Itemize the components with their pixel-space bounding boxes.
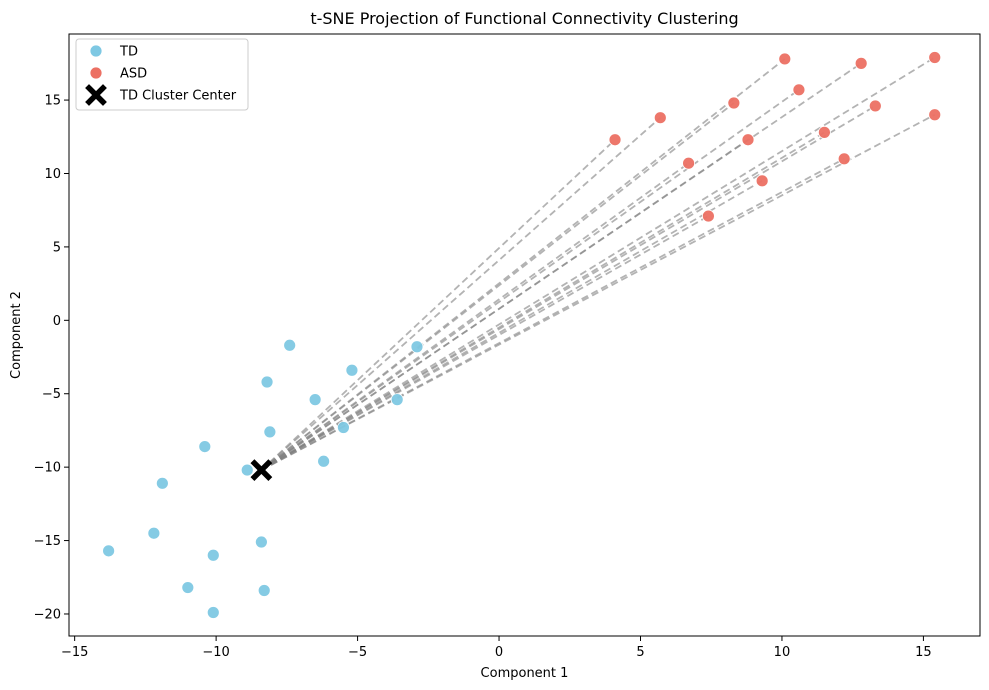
connection-line [260, 62, 862, 471]
chart-title: t-SNE Projection of Functional Connectiv… [310, 9, 738, 28]
x-tick-label: −10 [202, 645, 229, 660]
connection-line [260, 56, 936, 471]
td-point [257, 584, 271, 597]
points-layer [102, 51, 942, 619]
legend-label: ASD [120, 67, 147, 82]
connection-line [260, 102, 735, 471]
asd-point [778, 52, 792, 66]
td-point [198, 440, 212, 453]
td-cluster-center-marker [250, 459, 273, 481]
legend-marker-td-cluster-center [85, 84, 107, 106]
td-point [390, 393, 404, 407]
td-point [410, 340, 424, 354]
connection-line [260, 131, 825, 471]
connection-line [260, 117, 661, 471]
x-tick-label: 0 [495, 645, 503, 660]
asd-point [817, 125, 831, 139]
asd-point [792, 83, 806, 97]
asd-point [854, 56, 868, 70]
y-tick-label: 10 [44, 167, 61, 182]
asd-point [741, 133, 755, 147]
y-axis: −20 −15 −10 −5 0 5 10 15 [34, 94, 69, 622]
td-point [147, 526, 161, 540]
asd-point [928, 108, 942, 122]
plot-frame [68, 33, 981, 637]
connection-line [260, 162, 690, 471]
td-point [102, 544, 116, 558]
td-point [260, 375, 274, 389]
legend-label: TD Cluster Center [119, 89, 237, 104]
y-tick-label: −10 [34, 461, 61, 476]
legend-box [75, 38, 249, 111]
y-tick-label: −15 [34, 534, 61, 549]
x-axis-label: Component 1 [481, 666, 569, 681]
asd-point [701, 209, 715, 223]
x-tick-label: 10 [774, 645, 791, 660]
connection-line [260, 89, 800, 471]
connections-layer [260, 56, 936, 471]
td-point [206, 548, 220, 562]
y-axis-label: Component 2 [9, 291, 24, 379]
y-tick-label: 5 [53, 240, 61, 255]
td-point [155, 476, 169, 490]
y-tick-label: −20 [34, 607, 61, 622]
cluster-center-cross [250, 459, 273, 481]
x-axis: −15 −10 −5 0 5 10 15 [61, 636, 932, 660]
asd-point [928, 51, 942, 64]
td-point [345, 363, 359, 377]
x-tick-label: 5 [636, 645, 644, 660]
x-tick-label: −15 [61, 645, 88, 660]
td-point [254, 535, 268, 549]
td-point [317, 454, 331, 468]
x-tick-label: 15 [915, 645, 932, 660]
td-point [181, 581, 195, 594]
y-tick-label: 0 [53, 314, 61, 329]
connection-line [260, 158, 845, 471]
asd-point [653, 111, 667, 125]
legend-marker-td [89, 44, 103, 58]
connection-line [260, 180, 763, 471]
asd-point [608, 133, 622, 147]
td-point [263, 425, 277, 439]
legend: TD ASD TD Cluster Center [75, 38, 249, 111]
legend-label: TD [119, 45, 138, 60]
asd-point [727, 96, 741, 110]
asd-point [755, 174, 769, 188]
y-tick-label: −5 [42, 387, 61, 402]
td-point [206, 606, 220, 619]
x-tick-label: −5 [348, 645, 367, 660]
td-point [240, 463, 254, 477]
y-tick-label: 15 [44, 94, 61, 109]
td-point [337, 421, 350, 434]
td-point [308, 393, 322, 407]
connection-line [260, 215, 709, 471]
connection-line [260, 105, 876, 471]
asd-point [837, 152, 851, 166]
connection-line [260, 139, 616, 471]
cluster-center-cross [85, 84, 107, 106]
legend-marker-asd [89, 66, 103, 80]
td-point [283, 338, 297, 352]
connection-line [260, 138, 749, 471]
asd-point [868, 99, 882, 113]
asd-point [682, 156, 695, 170]
